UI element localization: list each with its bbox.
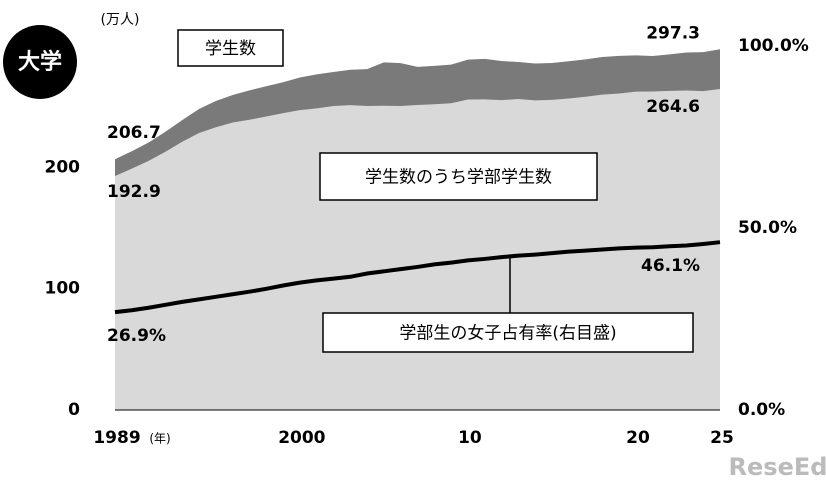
value-label: 26.9% [107, 326, 166, 346]
y-tick-label: 200 [45, 157, 81, 177]
x-tick-label: 25 [710, 428, 734, 448]
x-tick-label: 20 [626, 428, 650, 448]
legend-box [322, 312, 694, 353]
badge-circle [3, 25, 77, 99]
x-tick-label: 1989 [93, 428, 140, 448]
value-label: 46.1% [641, 256, 700, 276]
x-tick-label: 2000 [278, 428, 325, 448]
legend-label: 学生数 [205, 39, 256, 59]
legend-box [319, 152, 598, 201]
value-label: 264.6 [646, 97, 700, 117]
value-label: 297.3 [646, 23, 700, 43]
watermark: ReseEd [729, 453, 826, 481]
legend-label: 学生数のうち学部学生数 [365, 168, 552, 188]
y2-tick-label: 0.0% [738, 400, 785, 420]
y2-tick-label: 50.0% [738, 218, 797, 238]
y-axis-label: (万人) [101, 12, 140, 28]
line [114, 240, 721, 315]
x-tick-label: 10 [458, 428, 482, 448]
value-label: 206.7 [107, 123, 161, 143]
legend-box [177, 29, 284, 67]
y-tick-label: 0 [68, 400, 80, 420]
badge: 大学 [18, 49, 62, 75]
legend-label: 学部生の女子占有率(右目盛) [399, 324, 616, 344]
y-tick-label: 100 [45, 279, 81, 299]
value-label: 192.9 [107, 182, 161, 202]
y2-tick-label: 100.0% [738, 36, 809, 56]
x-axis-label: (年) [149, 432, 170, 446]
